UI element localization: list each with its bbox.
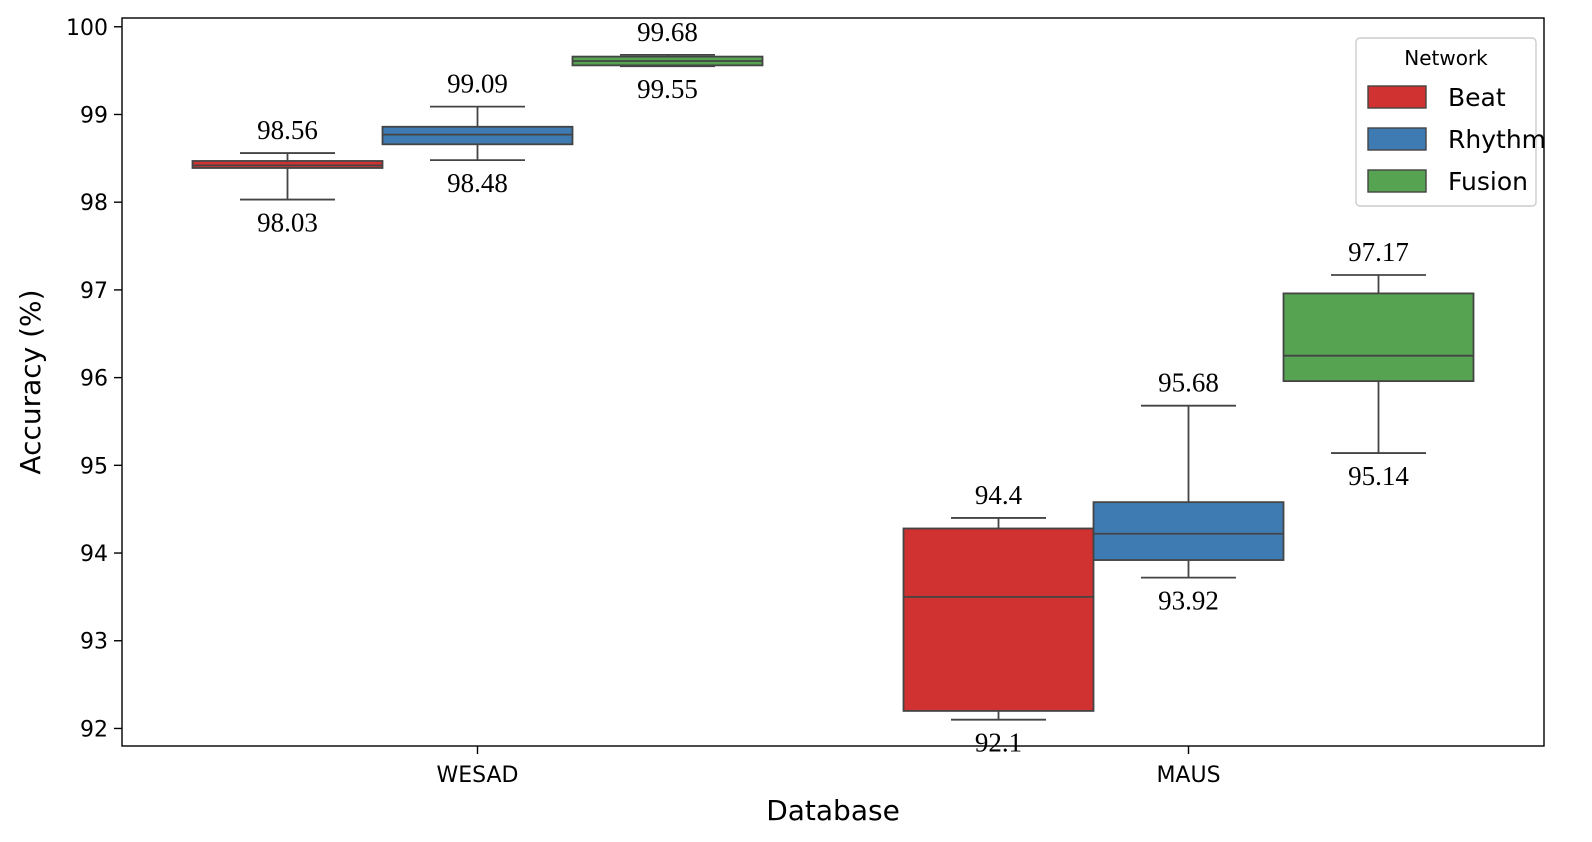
y-tick-label: 99 <box>80 103 108 128</box>
box-rhythm-wesad <box>381 105 574 161</box>
x-tick-label: WESAD <box>436 763 518 788</box>
boxes-layer <box>191 53 1475 721</box>
box-rhythm-maus <box>1092 404 1285 579</box>
box-body <box>1282 292 1475 383</box>
legend-label: Beat <box>1448 83 1506 112</box>
data-label-low: 98.03 <box>257 208 318 238</box>
data-label-low: 98.48 <box>447 168 508 198</box>
x-tick-label: MAUS <box>1156 763 1220 788</box>
plot-frame <box>121 17 1545 747</box>
y-tick-label: 97 <box>80 279 108 304</box>
y-tick-label: 94 <box>80 542 108 567</box>
y-tick-label: 98 <box>80 191 108 216</box>
data-label-low: 95.14 <box>1348 461 1409 491</box>
data-labels-layer: 98.56 98.03 94.4 92.1 99.09 98.48 95.68 93.92 99… <box>257 17 1409 758</box>
legend-items: Beat Rhythm Fusion <box>1367 83 1546 196</box>
axes-layer: 92 93 94 95 96 97 98 99 100 WESAD MAUS <box>66 16 1545 788</box>
legend-swatch <box>1367 169 1427 193</box>
box-body <box>902 527 1095 712</box>
data-label-high: 98.56 <box>257 115 318 145</box>
data-label-low: 99.55 <box>637 74 698 104</box>
legend-item-fusion: Fusion <box>1367 167 1528 196</box>
legend-label: Rhythm <box>1448 125 1546 154</box>
legend: Network Beat Rhythm Fusion <box>1355 37 1546 207</box>
legend-swatch <box>1367 85 1427 109</box>
y-axis-title: Accuracy (%) <box>14 289 47 474</box>
legend-item-rhythm: Rhythm <box>1367 125 1546 154</box>
data-label-low: 92.1 <box>975 728 1022 758</box>
data-label-high: 97.17 <box>1348 237 1409 267</box>
box-body <box>1092 501 1285 561</box>
legend-swatch <box>1367 127 1427 151</box>
legend-frame <box>1355 37 1537 207</box>
data-label-low: 93.92 <box>1158 586 1219 616</box>
data-label-high: 95.68 <box>1158 368 1219 398</box>
data-label-high: 99.68 <box>637 17 698 47</box>
box-beat-maus <box>902 517 1095 721</box>
data-label-high: 99.09 <box>447 69 508 99</box>
y-tick-label: 100 <box>66 16 108 41</box>
legend-item-beat: Beat <box>1367 83 1506 112</box>
legend-label: Fusion <box>1448 167 1528 196</box>
y-tick-label: 92 <box>80 717 108 742</box>
y-tick-label: 96 <box>80 367 108 392</box>
box-fusion-wesad <box>571 53 764 68</box>
x-axis-title: Database <box>766 794 900 827</box>
box-fusion-maus <box>1282 274 1475 454</box>
y-tick-label: 93 <box>80 630 108 655</box>
y-tick-label: 95 <box>80 454 108 479</box>
legend-title: Network <box>1404 46 1488 70</box>
box-beat-wesad <box>191 152 384 201</box>
data-label-high: 94.4 <box>975 480 1023 510</box>
